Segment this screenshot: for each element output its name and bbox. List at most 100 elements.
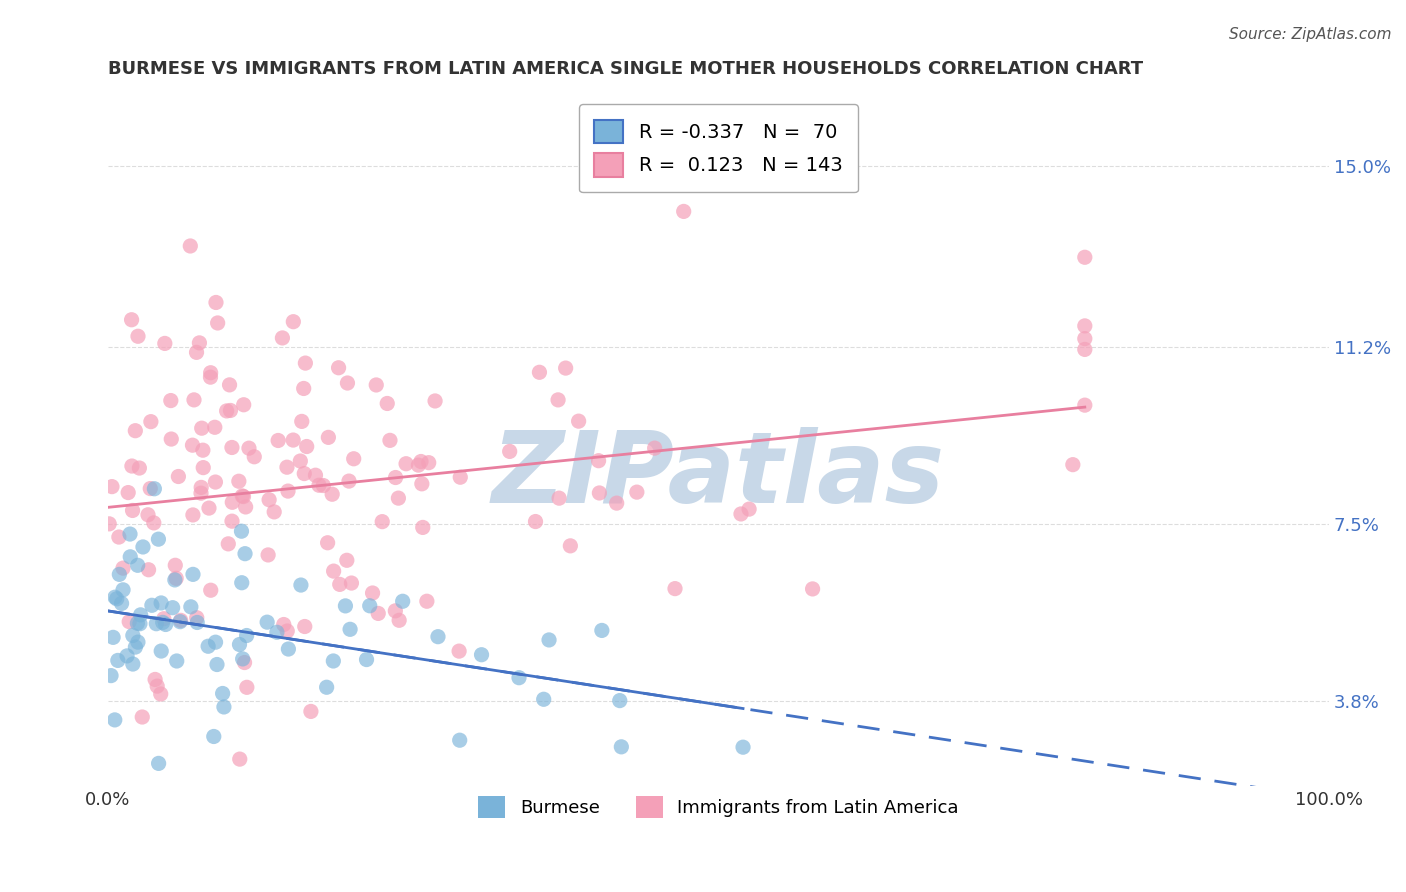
Point: [391, 594, 413, 608]
Point: [336, 553, 359, 567]
Point: [188, 335, 211, 350]
Point: [290, 578, 312, 592]
Point: [228, 638, 250, 652]
Point: [277, 484, 299, 499]
Point: [153, 612, 176, 626]
Point: [336, 376, 359, 390]
Point: [124, 640, 146, 654]
Point: [263, 505, 285, 519]
Point: [499, 444, 522, 458]
Point: [186, 345, 208, 359]
Point: [371, 515, 394, 529]
Point: [361, 586, 384, 600]
Point: [339, 623, 361, 637]
Point: [299, 705, 322, 719]
Point: [155, 617, 177, 632]
Point: [141, 599, 163, 613]
Point: [200, 366, 222, 380]
Point: [322, 654, 344, 668]
Point: [548, 491, 571, 505]
Point: [198, 501, 221, 516]
Point: [181, 508, 204, 522]
Point: [235, 500, 257, 514]
Point: [120, 549, 142, 564]
Point: [202, 730, 225, 744]
Point: [101, 631, 124, 645]
Point: [664, 582, 686, 596]
Point: [672, 204, 695, 219]
Point: [179, 239, 201, 253]
Point: [367, 607, 389, 621]
Point: [139, 482, 162, 496]
Point: [340, 576, 363, 591]
Point: [153, 336, 176, 351]
Point: [644, 441, 666, 455]
Point: [186, 611, 208, 625]
Point: [257, 492, 280, 507]
Point: [470, 648, 492, 662]
Point: [1074, 398, 1097, 412]
Text: BURMESE VS IMMIGRANTS FROM LATIN AMERICA SINGLE MOTHER HOUSEHOLDS CORRELATION CH: BURMESE VS IMMIGRANTS FROM LATIN AMERICA…: [108, 60, 1143, 78]
Point: [117, 485, 139, 500]
Point: [610, 739, 633, 754]
Point: [186, 615, 208, 630]
Point: [129, 616, 152, 631]
Point: [228, 475, 250, 489]
Point: [418, 456, 440, 470]
Point: [169, 615, 191, 629]
Point: [236, 681, 259, 695]
Point: [190, 421, 212, 435]
Point: [162, 600, 184, 615]
Point: [1062, 458, 1084, 472]
Point: [409, 454, 432, 468]
Point: [554, 361, 576, 376]
Point: [232, 490, 254, 504]
Point: [143, 482, 166, 496]
Point: [731, 740, 754, 755]
Point: [150, 596, 173, 610]
Point: [159, 393, 181, 408]
Point: [221, 441, 243, 455]
Point: [359, 599, 381, 613]
Point: [127, 616, 149, 631]
Point: [384, 470, 406, 484]
Point: [238, 441, 260, 455]
Point: [211, 686, 233, 700]
Point: [170, 613, 193, 627]
Point: [112, 582, 135, 597]
Point: [738, 502, 761, 516]
Point: [204, 475, 226, 489]
Point: [606, 496, 628, 510]
Point: [384, 604, 406, 618]
Legend: Burmese, Immigrants from Latin America: Burmese, Immigrants from Latin America: [464, 782, 973, 833]
Point: [449, 470, 471, 484]
Point: [276, 460, 298, 475]
Point: [408, 458, 430, 472]
Point: [121, 312, 143, 326]
Point: [148, 756, 170, 771]
Point: [312, 478, 335, 492]
Point: [108, 567, 131, 582]
Point: [104, 713, 127, 727]
Point: [229, 752, 252, 766]
Point: [318, 430, 340, 444]
Point: [205, 657, 228, 672]
Point: [212, 700, 235, 714]
Point: [129, 607, 152, 622]
Point: [356, 652, 378, 666]
Point: [163, 573, 186, 587]
Point: [508, 671, 530, 685]
Point: [131, 710, 153, 724]
Point: [221, 514, 243, 528]
Point: [560, 539, 582, 553]
Point: [215, 404, 238, 418]
Point: [283, 433, 305, 447]
Point: [191, 443, 214, 458]
Point: [101, 480, 124, 494]
Point: [98, 516, 121, 531]
Point: [231, 575, 253, 590]
Point: [121, 628, 143, 642]
Point: [449, 733, 471, 747]
Point: [271, 331, 294, 345]
Point: [427, 630, 450, 644]
